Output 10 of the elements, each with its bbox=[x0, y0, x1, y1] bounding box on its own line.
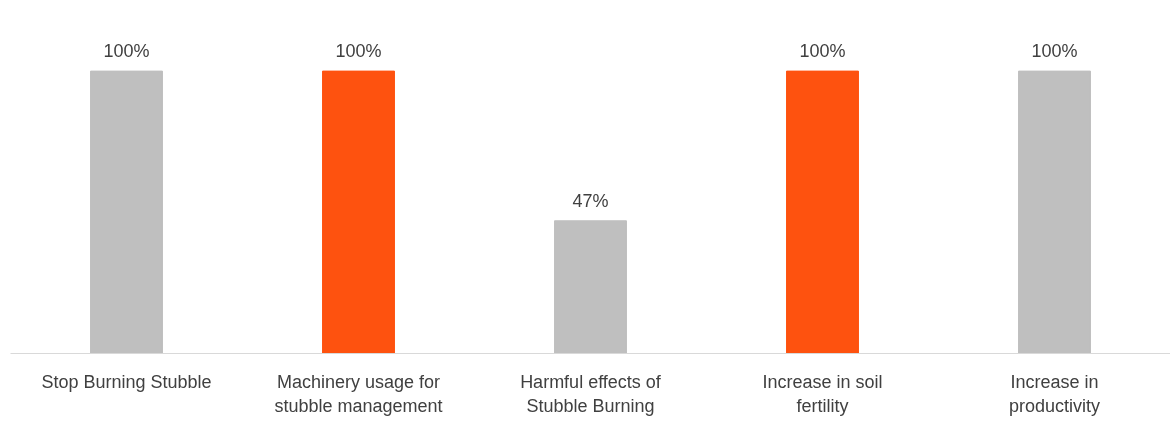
x-tick-label: Machinery usage for stubble management bbox=[274, 371, 443, 416]
data-label: 47% bbox=[572, 190, 609, 211]
x-tick-label: Harmful effects of Stubble Burning bbox=[520, 371, 662, 416]
data-label: 100% bbox=[1031, 41, 1078, 62]
data-label: 100% bbox=[103, 41, 150, 62]
data-label: 100% bbox=[335, 41, 382, 62]
x-tick-label: Stop Burning Stubble bbox=[41, 371, 212, 392]
data-label: 100% bbox=[799, 41, 846, 62]
x-tick-label: Increase in productivity bbox=[1008, 371, 1101, 416]
x-tick-label: Increase in soil fertility bbox=[762, 371, 883, 416]
